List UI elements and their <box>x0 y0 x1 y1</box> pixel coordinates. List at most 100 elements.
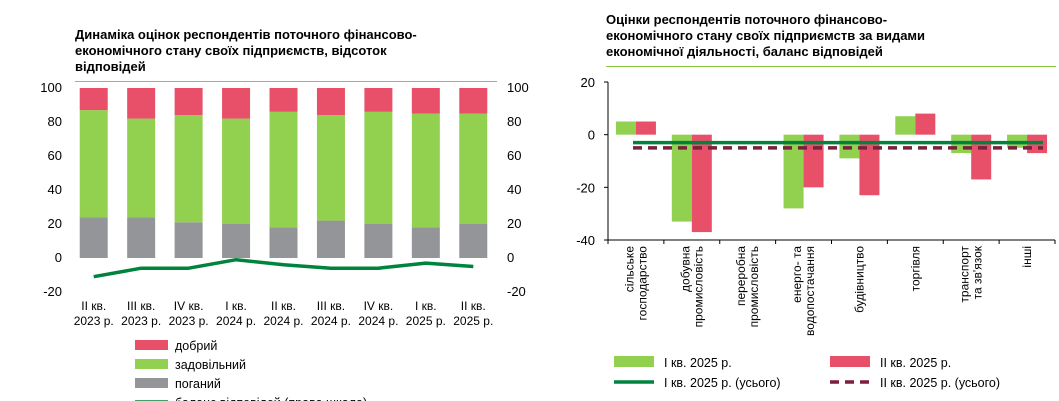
y-tick-3: -40 <box>576 233 595 248</box>
y-right-tick-4: 20 <box>507 216 521 231</box>
y-right-tick-3: 40 <box>507 182 521 197</box>
x-label-1-0: добувна <box>678 246 692 292</box>
bar-поганий-8 <box>459 224 488 258</box>
x-label-3-1: водопостачання <box>803 246 817 336</box>
x-label-group-6: транспорт та зв'язок <box>958 245 985 302</box>
bar-добрий-8 <box>459 88 488 114</box>
bar-II кв. 2025 р.-1 <box>691 134 712 233</box>
bar-задовільний-1 <box>127 118 156 218</box>
chart1-title-rule <box>75 81 497 82</box>
bar-поганий-0 <box>79 217 108 258</box>
bar-добрий-7 <box>411 88 440 114</box>
bar-задовільний-7 <box>411 113 440 228</box>
x-label-q-1: III кв. <box>127 299 155 313</box>
x-label-y-6: 2024 р. <box>358 314 398 328</box>
x-label-y-1: 2023 р. <box>121 314 161 328</box>
chart2-title: Оцінки респондентів поточного фінансово-… <box>606 12 926 59</box>
x-label-6-1: та зв'язок <box>971 245 985 299</box>
y-left-tick-4: 20 <box>48 216 62 231</box>
x-label-group-7: інші <box>1020 246 1034 268</box>
x-label-y-8: 2025 р. <box>453 314 493 328</box>
y-left-tick-0: 100 <box>40 80 62 95</box>
y-left-tick-2: 60 <box>48 148 62 163</box>
legend2-swatch-1 <box>830 356 870 367</box>
x-label-q-7: I кв. <box>415 299 437 313</box>
x-label-7-0: інші <box>1020 246 1034 268</box>
x-label-group-0: сільське господарство <box>622 246 649 321</box>
legend2-swatch-0 <box>614 356 654 367</box>
y-right-tick-5: 0 <box>507 250 514 265</box>
x-label-3-0: енерго- та <box>790 246 804 303</box>
x-label-group-4: будівництво <box>852 246 866 313</box>
legend-label-2: поганий <box>175 377 221 391</box>
x-label-q-6: IV кв. <box>364 299 394 313</box>
bar-поганий-4 <box>269 227 298 258</box>
legend-label-0: добрий <box>175 339 217 353</box>
x-label-y-2: 2023 р. <box>169 314 209 328</box>
legend-swatch-1 <box>135 359 168 369</box>
bar-I кв. 2025 р.-0 <box>615 121 636 135</box>
bar-добрий-5 <box>316 88 345 116</box>
bar-поганий-2 <box>174 222 203 258</box>
bar-добрий-1 <box>127 88 156 119</box>
x-label-1-1: промисловість <box>691 246 705 327</box>
bar-II кв. 2025 р.-6 <box>971 134 992 180</box>
legend-swatch-0 <box>135 340 168 350</box>
x-label-6-0: транспорт <box>958 246 972 303</box>
bar-задовільний-2 <box>174 115 203 223</box>
x-label-0-1: господарство <box>635 246 649 321</box>
x-label-q-8: II кв. <box>461 299 486 313</box>
legend2-label-0: I кв. 2025 р. <box>664 356 732 370</box>
x-label-q-3: I кв. <box>225 299 247 313</box>
x-label-group-2: переробна промисловість <box>734 246 761 328</box>
bar-задовільний-0 <box>79 110 108 218</box>
x-label-q-2: IV кв. <box>174 299 204 313</box>
bar-добрий-0 <box>79 88 108 111</box>
legend2-label-1: II кв. 2025 р. <box>880 356 951 370</box>
bar-II кв. 2025 р.-5 <box>915 113 936 135</box>
bar-II кв. 2025 р.-0 <box>635 121 656 135</box>
x-label-q-4: II кв. <box>271 299 296 313</box>
bar-поганий-7 <box>411 227 440 258</box>
x-label-q-5: III кв. <box>317 299 345 313</box>
bar-добрий-4 <box>269 88 298 112</box>
y-right-tick-1: 80 <box>507 114 521 129</box>
y-right-tick-0: 100 <box>507 80 529 95</box>
bar-поганий-3 <box>222 224 251 258</box>
x-label-y-7: 2025 р. <box>406 314 446 328</box>
legend-label-3: баланс відповідей (права шкала) <box>175 396 367 401</box>
legend-swatch-2 <box>135 378 168 388</box>
y-left-tick-6: -20 <box>43 284 62 299</box>
y-tick-0: 20 <box>581 75 595 90</box>
bar-добрий-3 <box>222 88 251 119</box>
legend2-label-3: II кв. 2025 р. (усього) <box>880 376 1000 390</box>
y-tick-2: -20 <box>576 180 595 195</box>
x-label-2-1: промисловість <box>747 246 761 327</box>
x-label-5-0: торгівля <box>908 246 922 291</box>
x-label-group-3: енерго- та водопостачання <box>790 246 817 336</box>
x-label-2-0: переробна <box>734 246 748 306</box>
bar-задовільний-4 <box>269 111 298 228</box>
y-right-tick-2: 60 <box>507 148 521 163</box>
x-label-q-0: II кв. <box>81 299 106 313</box>
bar-задовільний-6 <box>364 111 393 224</box>
bar-поганий-6 <box>364 224 393 258</box>
chart2-title-rule <box>606 66 1056 67</box>
bar-задовільний-5 <box>316 115 345 221</box>
balance-line <box>93 257 474 279</box>
x-label-y-5: 2024 р. <box>311 314 351 328</box>
x-label-group-5: торгівля <box>908 246 922 291</box>
y-left-tick-5: 0 <box>55 250 62 265</box>
y-left-tick-3: 40 <box>48 182 62 197</box>
x-label-y-3: 2024 р. <box>216 314 256 328</box>
bar-задовільний-3 <box>222 118 251 224</box>
bar-поганий-5 <box>316 220 345 258</box>
y-tick-1: 0 <box>588 128 595 143</box>
legend2-label-2: I кв. 2025 р. (усього) <box>664 376 781 390</box>
y-right-tick-6: -20 <box>507 284 526 299</box>
x-label-4-0: будівництво <box>852 246 866 313</box>
bar-I кв. 2025 р.-5 <box>895 116 916 135</box>
bar-I кв. 2025 р.-3 <box>783 134 804 209</box>
